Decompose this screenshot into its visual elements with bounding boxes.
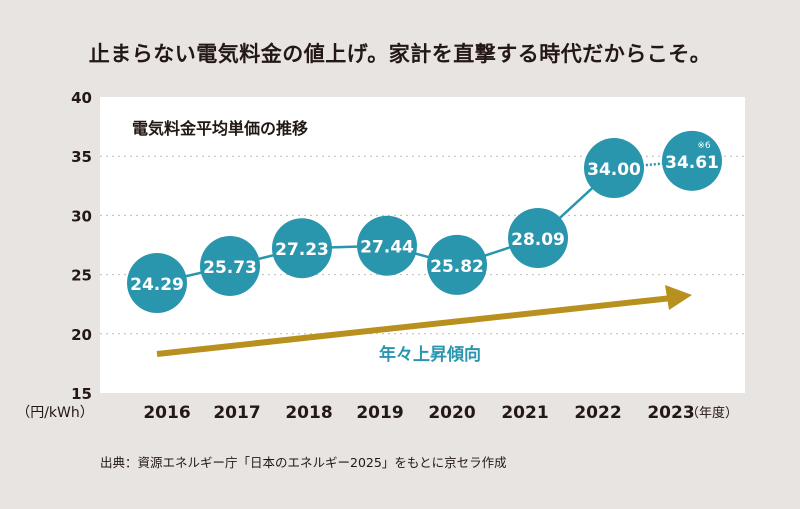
data-label: 34.00 xyxy=(587,160,641,180)
chart-title: 電気料金平均単価の推移 xyxy=(132,119,308,138)
data-point xyxy=(200,235,260,296)
data-label: 24.29 xyxy=(130,275,184,295)
data-label: 25.82 xyxy=(430,257,484,277)
page-title: 止まらない電気料金の値上げ。家計を直撃する時代だからこそ。 xyxy=(88,42,712,66)
data-label: 25.73 xyxy=(203,258,257,278)
trend-arrow-head xyxy=(665,285,692,310)
trend-label: 年々上昇傾向 xyxy=(379,344,481,365)
x-axis-unit: （年度） xyxy=(686,405,738,421)
data-point xyxy=(272,218,332,279)
data-label: 27.23 xyxy=(275,240,329,260)
y-axis-unit: （円/kWh） xyxy=(16,405,94,421)
data-point xyxy=(427,234,487,295)
source-note: 出典：資源エネルギー庁「日本のエネルギー2025」をもとに京セラ作成 xyxy=(100,455,507,470)
x-tick-label: 2018 xyxy=(285,403,332,423)
footnote-mark: ※6 xyxy=(697,141,711,151)
y-tick-label: 35 xyxy=(71,148,92,166)
data-point xyxy=(127,253,187,314)
data-label: 34.61 xyxy=(665,153,719,173)
x-tick-label: 2023 xyxy=(647,403,694,423)
y-tick-label: 30 xyxy=(71,207,92,225)
data-point xyxy=(357,215,417,276)
data-point xyxy=(584,138,644,199)
x-tick-label: 2022 xyxy=(574,403,621,423)
data-point xyxy=(662,130,722,191)
y-tick-label: 15 xyxy=(71,385,92,403)
data-label: 27.44 xyxy=(360,238,414,258)
data-label: 28.09 xyxy=(511,230,565,250)
data-point xyxy=(508,208,568,269)
plot-area xyxy=(100,97,745,393)
y-tick-label: 20 xyxy=(71,326,92,344)
x-tick-label: 2020 xyxy=(428,403,475,423)
x-tick-label: 2016 xyxy=(143,403,190,423)
x-tick-label: 2017 xyxy=(213,403,260,423)
x-tick-label: 2021 xyxy=(501,403,548,423)
trend-arrow-line xyxy=(156,295,673,357)
y-tick-label: 40 xyxy=(71,89,92,107)
y-tick-label: 25 xyxy=(71,267,92,285)
x-tick-label: 2019 xyxy=(356,403,403,423)
